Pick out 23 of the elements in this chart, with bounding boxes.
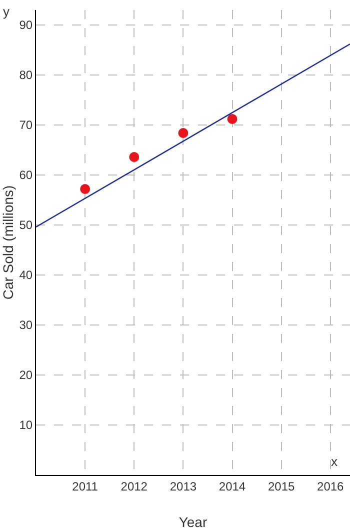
x-tick-label: 2011 [72,479,98,494]
y-tick-label: 80 [19,68,33,82]
y-axis-title: Car Sold (millions) [0,185,16,300]
y-tick-label: 90 [19,18,33,32]
x-tick-label: 2012 [120,479,148,494]
y-tick-label: 20 [19,368,33,382]
point [227,114,238,124]
x-tick-label: 2016 [317,479,344,494]
annotation: x [331,454,338,469]
y-tick-label: 60 [19,168,33,182]
point [129,152,140,162]
y-tick-label: 10 [19,418,33,432]
text: y [3,4,10,19]
x-tick-label: 2013 [170,479,197,494]
x-axis-title: Year [178,514,208,530]
y-tick-label: 70 [19,118,33,132]
y-tick-label: 40 [19,268,33,282]
x-tick-label: 2015 [268,479,295,494]
point [178,128,188,138]
point [80,184,90,194]
x-tick-label: 2014 [218,479,246,494]
y-tick-label: 50 [19,218,33,232]
y-tick-label: 30 [19,318,33,332]
